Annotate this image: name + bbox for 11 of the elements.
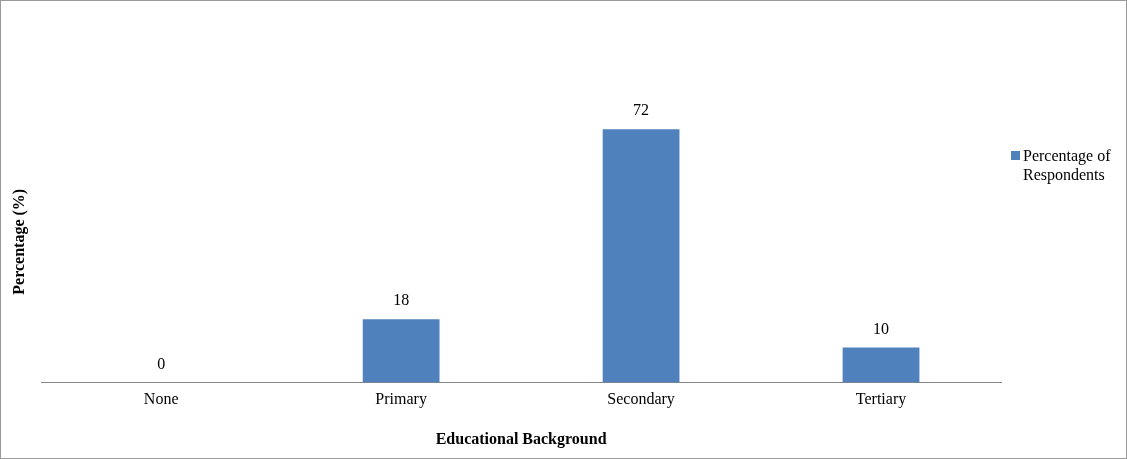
data-label: 0	[157, 354, 166, 372]
x-tick-label: Tertiary	[855, 390, 907, 409]
x-tick-label: None	[143, 390, 179, 408]
x-tick-label: Secondary	[607, 390, 675, 409]
data-label: 10	[873, 319, 890, 337]
x-axis-title: Educational Background	[435, 429, 607, 448]
data-label: 72	[633, 101, 650, 119]
legend-label: Percentage of Respondents	[1023, 146, 1112, 184]
y-axis-title: Percentage (%)	[9, 188, 28, 295]
x-tick-label: Primary	[375, 390, 427, 409]
data-label: 18	[393, 291, 410, 309]
